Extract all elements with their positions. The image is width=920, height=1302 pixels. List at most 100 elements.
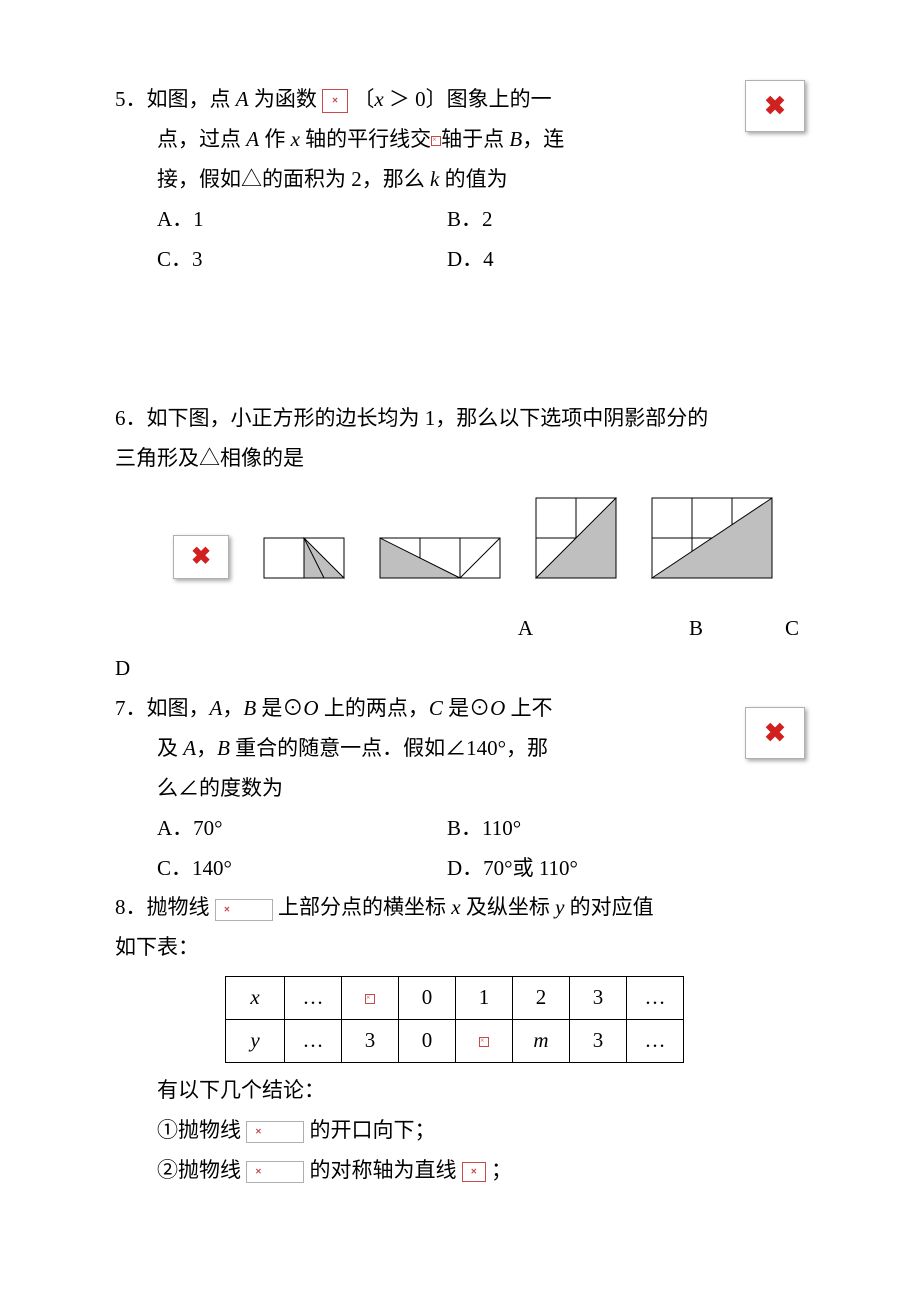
q5-x1: x <box>374 87 383 111</box>
cell-y1: 0 <box>399 1020 456 1063</box>
cell-x1: 1 <box>456 977 513 1020</box>
q7-option-d: D．70°或 110° <box>447 849 578 889</box>
q8-c2b: 的对称轴为直线 <box>304 1158 462 1182</box>
broken-image-icon: ✖ <box>745 80 805 132</box>
q8-y: y <box>555 895 564 919</box>
question-8: 8．抛物线 × 上部分点的横坐标 x 及纵坐标 y 的对应值 如下表： x … … <box>115 888 805 1190</box>
q7-A: A <box>210 696 223 720</box>
table-row: x … 0 1 2 3 … <box>226 977 684 1020</box>
q5-t1: 如图，点 <box>147 87 236 111</box>
q6-figure-c <box>535 497 617 579</box>
q6-label-b: B <box>689 616 703 640</box>
q8-table: x … 0 1 2 3 … y … 3 0 m 3 … <box>225 976 684 1063</box>
q7-option-c: C．140° <box>157 849 447 889</box>
table-row: y … 3 0 m 3 … <box>226 1020 684 1063</box>
q5-t8: 轴于点 <box>441 127 509 151</box>
q8-x: x <box>451 895 460 919</box>
question-6: 6．如下图，小正方形的边长均为 1，那么以下选项中阴影部分的 三角形及△相像的是… <box>115 399 805 689</box>
q7-A2: A <box>183 736 196 760</box>
broken-image-icon <box>431 136 441 146</box>
broken-image-icon: ✖ <box>173 535 229 579</box>
cell-y0: 3 <box>342 1020 399 1063</box>
q8-c1b: 的开口向下； <box>304 1118 435 1142</box>
q8-t5: 如下表： <box>115 928 805 968</box>
q5-option-b: B．2 <box>447 200 493 240</box>
q5-t5: 点，过点 <box>157 127 246 151</box>
q7-t6: 上不 <box>505 696 552 720</box>
q6-t2: 三角形及△相像的是 <box>115 439 805 479</box>
q7-O2: O <box>490 696 505 720</box>
q5-number: 5． <box>115 87 147 111</box>
q7-B2: B <box>217 736 230 760</box>
q5-k: k <box>430 167 439 191</box>
q8-t3: 及纵坐标 <box>461 895 556 919</box>
q7-B: B <box>243 696 256 720</box>
q8-t1: 抛物线 <box>147 895 215 919</box>
question-5: 5．如图，点 A 为函数 × 〔x ＞ 0〕图象上的一 点，过点 A 作 x 轴… <box>115 80 805 279</box>
q7-t8: ， <box>196 736 217 760</box>
cell-x2: 2 <box>513 977 570 1020</box>
cell-broken2 <box>456 1020 513 1063</box>
q7-O1: O <box>303 696 318 720</box>
q7-t2: ， <box>222 696 243 720</box>
q5-B1: B <box>509 127 522 151</box>
broken-image-icon: × <box>215 899 273 921</box>
broken-image-icon <box>479 1037 489 1047</box>
q6-label-c: C <box>785 616 799 640</box>
q8-t4: 的对应值 <box>564 895 653 919</box>
q6-figure-b <box>379 537 501 579</box>
q5-t3: 〔 <box>348 87 374 111</box>
q6-figure-d <box>651 497 773 579</box>
q5-A2: A <box>246 127 259 151</box>
q8-t2: 上部分点的横坐标 <box>273 895 452 919</box>
cell-x0: 0 <box>399 977 456 1020</box>
q5-A1: A <box>236 87 249 111</box>
q5-t6: 作 <box>259 127 291 151</box>
cell-dots4: … <box>627 1020 684 1063</box>
q7-t4: 上的两点， <box>319 696 429 720</box>
q8-c1a: ①抛物线 <box>157 1118 246 1142</box>
q7-C: C <box>429 696 443 720</box>
q8-c2a: ②抛物线 <box>157 1158 246 1182</box>
q5-option-c: C．3 <box>157 240 447 280</box>
q8-x-label: x <box>250 985 259 1009</box>
cell-y2: m <box>533 1028 548 1052</box>
broken-image-icon <box>365 994 375 1004</box>
question-7: 7．如图，A，B 是⊙O 上的两点，C 是⊙O 上不 及 A，B 重合的随意一点… <box>115 689 805 888</box>
q5-t10: 的值为 <box>439 167 507 191</box>
q7-t10: 么∠的度数为 <box>157 769 725 809</box>
q7-t9: 重合的随意一点．假如∠140°，那 <box>230 736 548 760</box>
q7-option-a: A．70° <box>157 809 447 849</box>
q6-label-d: D <box>115 649 805 689</box>
q5-x2: x <box>291 127 300 151</box>
q6-labels: A B C <box>115 609 805 649</box>
q7-t3: 是⊙ <box>256 696 303 720</box>
q5-t9: 接，假如△的面积为 2，那么 <box>157 167 430 191</box>
q8-concl-head: 有以下几个结论： <box>157 1071 805 1111</box>
q5-t2: 为函数 <box>249 87 323 111</box>
cell-dots3: … <box>285 1020 342 1063</box>
cell-dots2: … <box>627 977 684 1020</box>
q5-option-d: D．4 <box>447 240 494 280</box>
q8-number: 8． <box>115 895 147 919</box>
cell-x3: 3 <box>570 977 627 1020</box>
q7-t7: 及 <box>157 736 183 760</box>
q8-y-label: y <box>250 1028 259 1052</box>
broken-image-icon: × <box>322 89 348 113</box>
q6-label-a: A <box>518 616 533 640</box>
q7-t1: 如图， <box>147 696 210 720</box>
q6-t1: 如下图，小正方形的边长均为 1，那么以下选项中阴影部分的 <box>147 406 709 430</box>
broken-image-icon: × <box>246 1161 304 1183</box>
cell-broken <box>342 977 399 1020</box>
q6-figure-a <box>263 537 345 579</box>
q5-t7: 轴的平行线交 <box>300 127 431 151</box>
q7-number: 7． <box>115 696 147 720</box>
q8-c2c: ； <box>486 1158 512 1182</box>
broken-image-icon: × <box>462 1162 486 1182</box>
q5-t4: ＞ 0〕图象上的一 <box>384 87 552 111</box>
q5-option-a: A．1 <box>157 200 447 240</box>
broken-image-icon: ✖ <box>745 707 805 759</box>
broken-image-icon: × <box>246 1121 304 1143</box>
q5-t8b: ，连 <box>522 127 564 151</box>
q6-number: 6． <box>115 406 147 430</box>
